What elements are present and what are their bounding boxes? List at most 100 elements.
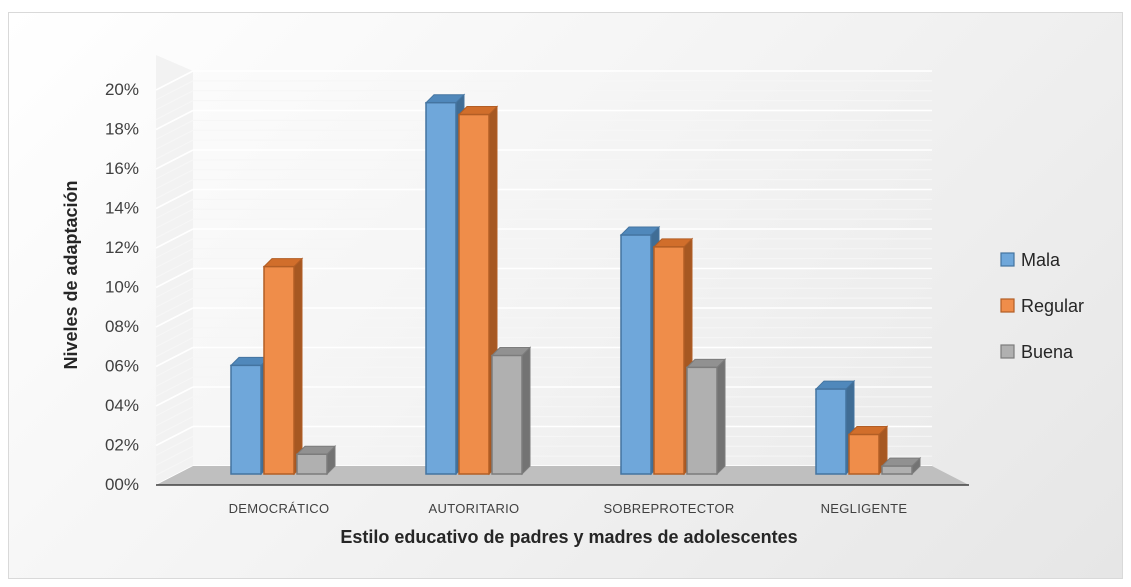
gridline-side-minor — [155, 159, 194, 180]
gridline-side-major — [155, 70, 194, 91]
gridline-side-minor — [155, 445, 194, 466]
gridline-side-minor — [155, 376, 194, 397]
bar — [652, 237, 694, 476]
legend-label: Buena — [1021, 342, 1074, 362]
bars — [229, 93, 922, 476]
bar-front — [815, 388, 847, 475]
gridline-side-minor — [155, 455, 194, 476]
gridline-side-minor — [155, 327, 194, 348]
chart-floor — [156, 466, 969, 486]
gridline-side-minor — [155, 406, 194, 427]
chart-area: 00% 02% 04% 06% 08% 10% 12% 14% 16% 18% 20% DEMOCR… — [8, 12, 1123, 579]
x-category-label: SOBREPROTECTOR — [603, 501, 734, 516]
gridline-side-major — [155, 346, 194, 368]
gridline-side-minor — [155, 258, 194, 279]
bar-front — [881, 465, 913, 475]
gridline-side-minor — [155, 169, 194, 190]
gridline-side-major — [155, 267, 194, 289]
y-tick-label: 20% — [105, 80, 139, 99]
gridline-side-minor — [155, 139, 194, 160]
gridline-side-minor — [155, 80, 194, 101]
y-tick-labels: 00% 02% 04% 06% 08% 10% 12% 14% 16% 18% 20% — [105, 80, 139, 494]
x-category-label: AUTORITARIO — [429, 501, 520, 516]
y-tick-label: 00% — [105, 475, 139, 494]
y-tick-label: 16% — [105, 159, 139, 178]
y-tick-label: 12% — [105, 238, 139, 257]
gridline-side-minor — [155, 356, 194, 377]
bar-front — [230, 364, 262, 475]
gridline-side-minor — [155, 366, 194, 387]
gridline-side-minor — [155, 435, 194, 456]
bar-chart: 00% 02% 04% 06% 08% 10% 12% 14% 16% 18% 20% DEMOCR… — [61, 55, 1084, 547]
gridlines — [155, 70, 932, 486]
gridline-side-minor — [155, 179, 194, 200]
bar-front — [620, 234, 652, 475]
gridline-side-minor — [155, 396, 194, 417]
y-tick-label: 18% — [105, 120, 139, 139]
gridline-side-minor — [155, 337, 194, 358]
bar-front — [263, 265, 295, 475]
gridline-side-major — [155, 425, 194, 447]
bar — [424, 93, 466, 476]
y-tick-label: 06% — [105, 357, 139, 376]
x-category-label: NEGLIGENTE — [821, 501, 908, 516]
bar-front — [653, 246, 685, 475]
bar-side — [293, 257, 303, 476]
y-tick-label: 08% — [105, 317, 139, 336]
bar-front — [686, 366, 718, 475]
bar-front — [848, 433, 880, 475]
legend-item: Regular — [1000, 296, 1084, 316]
y-tick-label: 10% — [105, 278, 139, 297]
bar-front — [458, 113, 490, 475]
bar-side — [521, 346, 531, 476]
gridline-side-minor — [155, 129, 194, 150]
gridline-side-minor — [155, 218, 194, 239]
gridline-side-major — [155, 149, 194, 170]
legend-swatch — [1000, 344, 1015, 359]
y-tick-label: 04% — [105, 396, 139, 415]
chart-walls — [156, 55, 193, 485]
gridline-side-major — [155, 188, 194, 210]
bar-front — [425, 101, 457, 475]
bar — [814, 379, 856, 476]
bar — [685, 358, 727, 476]
gridline-side-minor — [155, 297, 194, 318]
bar — [457, 105, 499, 476]
gridline-side-major — [155, 109, 194, 131]
gridline-side-minor — [155, 119, 194, 140]
floor-plane — [156, 466, 969, 485]
gridline-side-minor — [155, 317, 194, 338]
bar — [295, 445, 337, 476]
x-category-label: DEMOCRÁTICO — [229, 501, 330, 516]
bar — [262, 257, 304, 476]
side-wall — [156, 55, 193, 485]
gridline-side-minor — [155, 208, 194, 229]
legend-label: Regular — [1021, 296, 1084, 316]
gridline-side-minor — [155, 287, 194, 308]
bar — [880, 456, 922, 476]
x-axis-title: Estilo educativo de padres y madres de a… — [340, 527, 797, 547]
gridline-side-minor — [155, 277, 194, 298]
bar-side — [716, 358, 726, 476]
bar-front — [491, 354, 523, 475]
gridline-side-minor — [155, 198, 194, 219]
gridline-side-minor — [155, 248, 194, 269]
y-axis-title: Niveles de adaptación — [61, 180, 81, 369]
bar-front — [296, 453, 328, 475]
legend-swatch — [1000, 298, 1015, 313]
gridline-side-major — [155, 386, 194, 407]
legend-swatch — [1000, 252, 1015, 267]
gridline-side-major — [155, 307, 194, 328]
legend-label: Mala — [1021, 250, 1061, 270]
legend-item: Mala — [1000, 250, 1061, 270]
x-category-labels: DEMOCRÁTICO AUTORITARIO SOBREPROTECTOR NEGL… — [229, 501, 908, 516]
gridline-side-minor — [155, 416, 194, 437]
bar — [847, 425, 889, 476]
legend: Mala Regular Buena — [1000, 250, 1084, 362]
gridline-side-minor — [155, 238, 194, 259]
legend-item: Buena — [1000, 342, 1074, 362]
y-tick-label: 02% — [105, 436, 139, 455]
gridline-side-minor — [155, 100, 194, 121]
y-tick-label: 14% — [105, 199, 139, 218]
gridline-side-major — [155, 228, 194, 249]
